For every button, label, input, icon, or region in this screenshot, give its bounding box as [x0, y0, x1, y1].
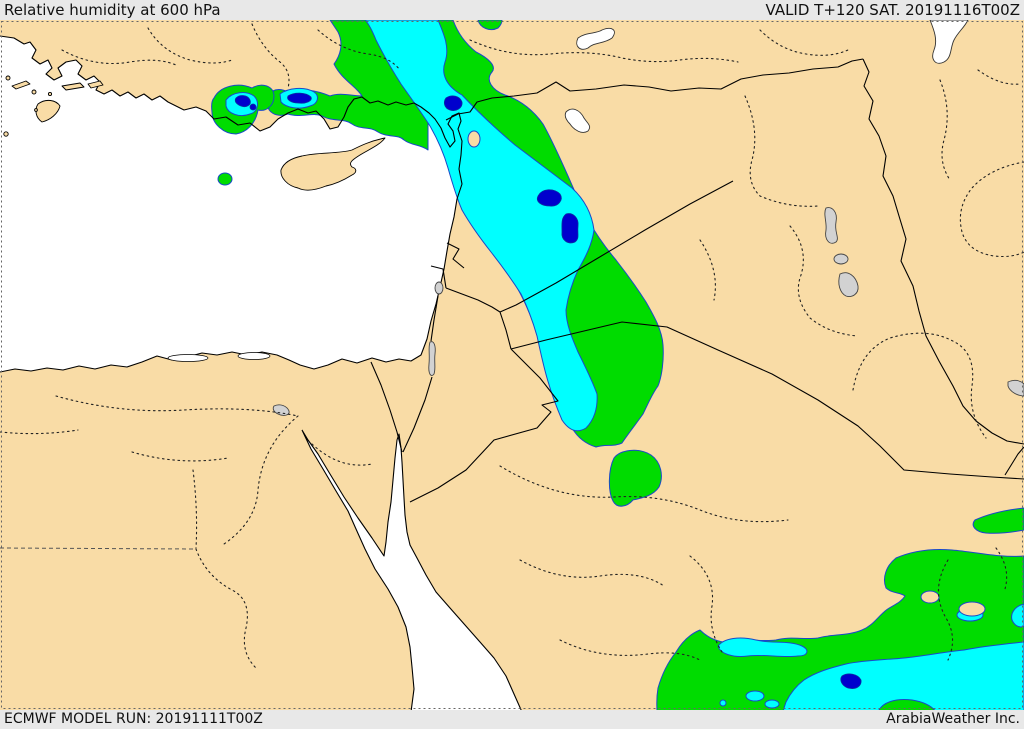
sea-of-galilee — [434, 281, 444, 295]
green-island-bottom — [878, 699, 936, 710]
cyan-dot-3 — [719, 699, 727, 707]
lake-van — [564, 108, 591, 133]
cyan-dot-2 — [764, 699, 780, 709]
blue-core-band-mid1 — [536, 189, 562, 207]
humidity-blue-layer — [234, 92, 862, 689]
dry-hole-band — [467, 130, 481, 148]
dry-holes-layer — [467, 130, 986, 617]
delta-lagoons — [167, 352, 271, 362]
border-kuwait-spur — [1004, 446, 1024, 476]
header-bar: Relative humidity at 600 hPa VALID T+120… — [0, 0, 1024, 20]
aegean-island-2 — [61, 82, 85, 91]
admin-saudi-north — [499, 465, 789, 523]
blue-core-band-north — [443, 95, 463, 111]
border-israel-egypt — [370, 361, 403, 453]
cyan-se-mass — [782, 641, 1024, 710]
dead-sea — [428, 341, 436, 376]
admin-saudi-s-1 — [519, 559, 665, 587]
aegean-islet-4 — [3, 131, 9, 137]
border-syria-iraq — [499, 180, 734, 313]
lake-tharthar — [824, 207, 838, 244]
cyprus-island — [280, 137, 386, 191]
border-jordan-river — [430, 295, 439, 342]
admin-boundaries — [0, 23, 1024, 669]
country-borders — [370, 58, 1024, 503]
admin-turkey-6 — [759, 29, 849, 56]
aegean-islet-3 — [47, 91, 53, 97]
valid-time-label: VALID T+120 SAT. 20191116T00Z — [765, 1, 1020, 19]
admin-saudi-mid — [689, 555, 723, 653]
admin-egypt-1 — [55, 395, 299, 417]
weather-map-svg — [0, 20, 1024, 710]
red-sea — [302, 430, 522, 710]
blue-core-se — [840, 673, 862, 689]
admin-saudi-se-2 — [995, 547, 1008, 593]
border-israel-jordan — [402, 376, 433, 453]
humidity-cyan-layer — [225, 20, 1024, 710]
dashed-egypt-parallel — [0, 547, 197, 550]
humidity-small-blob — [217, 172, 233, 186]
aegean-islet-2 — [31, 89, 37, 95]
aegean-island-1 — [11, 80, 31, 90]
lake-razzaza — [838, 272, 859, 297]
admin-saudi-loop — [852, 332, 987, 439]
blue-core-band-mid2 — [561, 213, 579, 244]
lagoon-1 — [167, 354, 209, 362]
admin-egypt-6 — [195, 548, 257, 669]
credit-label: ArabiaWeather Inc. — [886, 711, 1020, 727]
admin-egypt-3 — [131, 451, 229, 462]
humidity-se-tongue — [972, 507, 1024, 534]
rhodes-island — [35, 99, 61, 123]
border-turkey-south — [445, 58, 864, 121]
lake-urmia — [929, 20, 969, 64]
red-sea-coastline — [301, 429, 522, 710]
admin-turkey-2 — [147, 27, 233, 64]
blue-dot-nw — [249, 103, 257, 111]
islands-layer — [3, 75, 386, 191]
border-jordan-iraq — [499, 311, 512, 350]
border-jordan-saudi — [409, 348, 559, 503]
dashed-lines — [0, 547, 197, 550]
admin-turkey-3 — [251, 23, 290, 89]
footer-bar: ECMWF MODEL RUN: 20191111T00Z ArabiaWeat… — [0, 710, 1024, 729]
admin-egypt-2 — [223, 415, 299, 545]
lakes-gray — [272, 207, 1024, 416]
admin-saudi-s-2 — [559, 639, 701, 661]
cyan-dot-1 — [745, 690, 765, 702]
border-syria-jordan — [445, 287, 501, 313]
lake-right-edge — [1007, 379, 1024, 397]
admin-iran-3 — [977, 69, 1021, 85]
bitter-lake — [272, 404, 290, 416]
aegean-islet-5 — [34, 108, 38, 112]
cyan-main-band — [364, 20, 598, 432]
admin-iraq-1 — [744, 95, 819, 207]
lake-turkey-north — [576, 27, 615, 50]
lagoon-2 — [237, 352, 271, 360]
aegean-islet-1 — [5, 75, 11, 81]
blue-core-nw-east — [287, 92, 312, 104]
map-area — [0, 20, 1024, 710]
blue-core-nw-west — [234, 95, 251, 108]
map-frame — [1, 21, 1023, 709]
border-iraq-saudi — [510, 321, 1024, 480]
aegean-island-3 — [87, 80, 104, 89]
admin-iraq-3 — [699, 239, 716, 301]
dry-hole-se-2 — [958, 601, 986, 617]
humidity-south-oval — [608, 449, 662, 507]
admin-iran-loop — [959, 161, 1024, 258]
admin-turkey-4 — [317, 29, 401, 71]
green-islands-layer — [878, 699, 936, 710]
model-run-label: ECMWF MODEL RUN: 20191111T00Z — [4, 711, 263, 727]
map-title: Relative humidity at 600 hPa — [4, 1, 221, 19]
admin-sinai — [311, 443, 373, 466]
cyan-se-streak — [717, 637, 808, 658]
dry-hole-se-1 — [920, 590, 940, 604]
admin-turkey-1 — [61, 49, 179, 67]
border-lebanon — [430, 242, 465, 289]
lake-habbaniyah — [833, 253, 849, 265]
lakes-white — [564, 20, 969, 133]
border-iran — [862, 58, 1024, 445]
admin-turkey-5 — [469, 39, 739, 63]
